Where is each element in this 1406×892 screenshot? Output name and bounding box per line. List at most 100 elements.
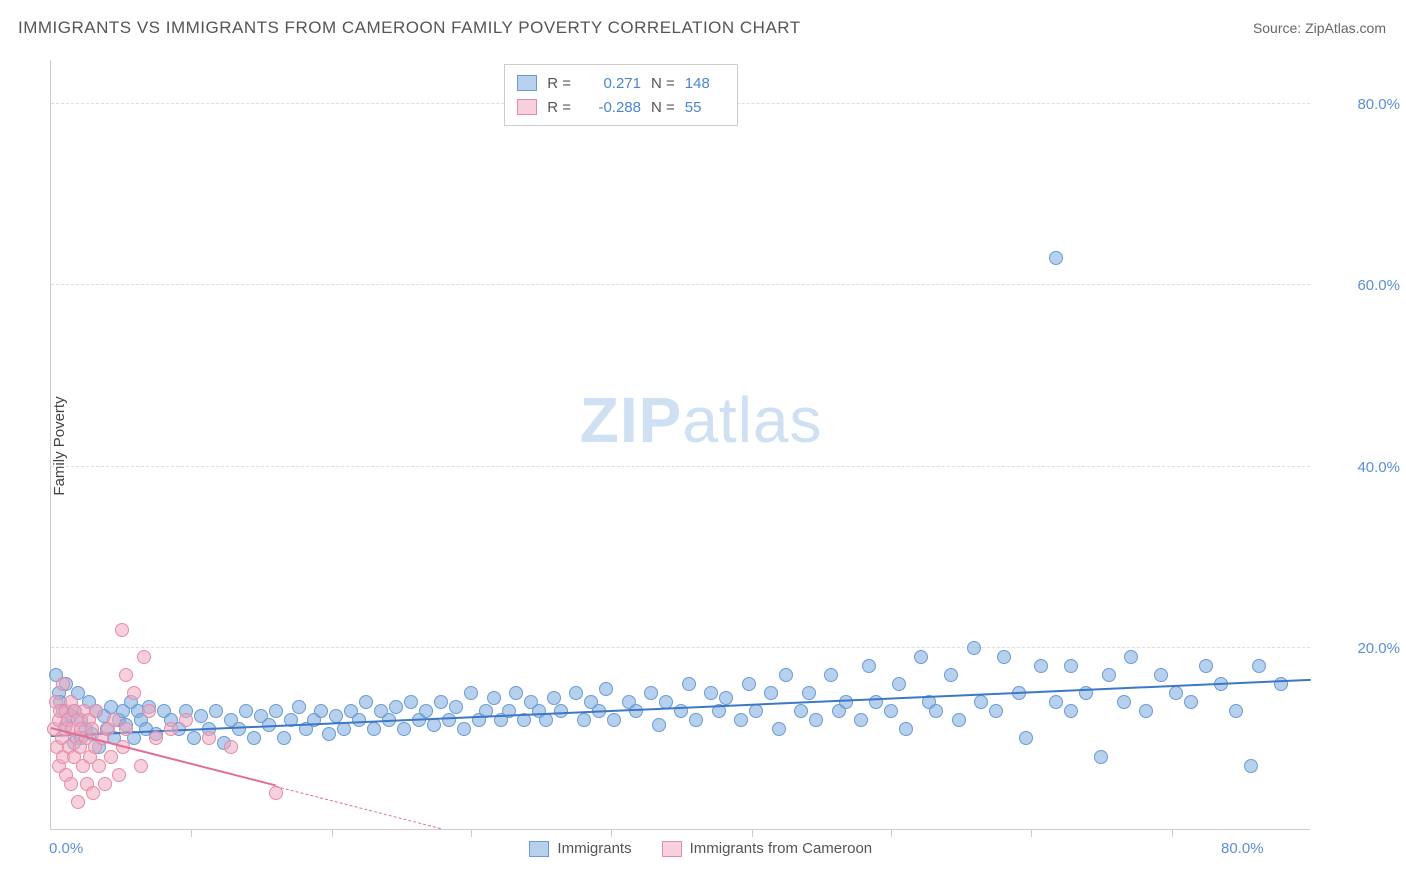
scatter-point-immigrants <box>209 704 223 718</box>
watermark: ZIPatlas <box>580 383 823 457</box>
scatter-point-cameroon <box>92 759 106 773</box>
scatter-point-immigrants <box>952 713 966 727</box>
scatter-point-immigrants <box>1064 659 1078 673</box>
scatter-point-cameroon <box>89 704 103 718</box>
n-value: 55 <box>685 99 725 116</box>
scatter-point-immigrants <box>1064 704 1078 718</box>
scatter-point-immigrants <box>419 704 433 718</box>
legend-item-immigrants: Immigrants <box>529 840 631 857</box>
scatter-point-immigrants <box>809 713 823 727</box>
scatter-point-immigrants <box>1124 650 1138 664</box>
scatter-point-immigrants <box>862 659 876 673</box>
scatter-point-immigrants <box>689 713 703 727</box>
scatter-point-cameroon <box>112 768 126 782</box>
scatter-point-cameroon <box>164 722 178 736</box>
scatter-point-immigrants <box>277 731 291 745</box>
scatter-point-cameroon <box>202 731 216 745</box>
x-tick <box>611 829 612 837</box>
scatter-point-cameroon <box>179 713 193 727</box>
y-tick-label: 80.0% <box>1320 96 1400 113</box>
legend-label: Immigrants from Cameroon <box>690 840 873 857</box>
scatter-point-immigrants <box>404 695 418 709</box>
scatter-point-immigrants <box>929 704 943 718</box>
scatter-point-immigrants <box>464 686 478 700</box>
scatter-point-immigrants <box>367 722 381 736</box>
stats-legend: R =0.271N =148R =-0.288N =55 <box>504 64 738 126</box>
scatter-point-cameroon <box>115 623 129 637</box>
scatter-point-immigrants <box>1184 695 1198 709</box>
scatter-point-cameroon <box>137 650 151 664</box>
scatter-point-immigrants <box>239 704 253 718</box>
scatter-point-immigrants <box>839 695 853 709</box>
scatter-point-immigrants <box>434 695 448 709</box>
scatter-point-immigrants <box>1034 659 1048 673</box>
scatter-point-immigrants <box>599 682 613 696</box>
scatter-point-immigrants <box>487 691 501 705</box>
scatter-point-immigrants <box>899 722 913 736</box>
scatter-point-immigrants <box>547 691 561 705</box>
scatter-point-cameroon <box>224 740 238 754</box>
scatter-point-cameroon <box>86 786 100 800</box>
scatter-point-immigrants <box>1139 704 1153 718</box>
scatter-point-immigrants <box>577 713 591 727</box>
scatter-point-cameroon <box>149 731 163 745</box>
scatter-point-immigrants <box>1154 668 1168 682</box>
scatter-point-immigrants <box>269 704 283 718</box>
scatter-point-immigrants <box>1094 750 1108 764</box>
scatter-point-immigrants <box>442 713 456 727</box>
scatter-point-immigrants <box>1117 695 1131 709</box>
scatter-point-immigrants <box>892 677 906 691</box>
scatter-point-immigrants <box>1049 695 1063 709</box>
x-tick-label: 0.0% <box>49 840 83 857</box>
scatter-point-immigrants <box>187 731 201 745</box>
n-value: 148 <box>685 75 725 92</box>
swatch-cameroon <box>662 841 682 857</box>
scatter-point-immigrants <box>247 731 261 745</box>
scatter-point-immigrants <box>802 686 816 700</box>
x-tick <box>891 829 892 837</box>
legend-item-cameroon: Immigrants from Cameroon <box>662 840 873 857</box>
scatter-point-immigrants <box>742 677 756 691</box>
scatter-point-immigrants <box>329 709 343 723</box>
scatter-point-immigrants <box>719 691 733 705</box>
scatter-point-cameroon <box>104 750 118 764</box>
r-value: -0.288 <box>581 99 641 116</box>
scatter-point-immigrants <box>749 704 763 718</box>
scatter-point-immigrants <box>944 668 958 682</box>
x-tick-label: 80.0% <box>1221 840 1264 857</box>
x-tick <box>752 829 753 837</box>
scatter-point-immigrants <box>457 722 471 736</box>
scatter-point-immigrants <box>322 727 336 741</box>
scatter-point-immigrants <box>449 700 463 714</box>
scatter-point-immigrants <box>967 641 981 655</box>
scatter-point-immigrants <box>359 695 373 709</box>
scatter-point-immigrants <box>914 650 928 664</box>
gridline <box>51 647 1310 648</box>
scatter-point-cameroon <box>127 686 141 700</box>
y-tick-label: 20.0% <box>1320 640 1400 657</box>
watermark-light: atlas <box>682 384 822 456</box>
gridline <box>51 466 1310 467</box>
source-label: Source: ZipAtlas.com <box>1253 20 1386 36</box>
scatter-point-immigrants <box>539 713 553 727</box>
scatter-point-immigrants <box>779 668 793 682</box>
plot-area: ZIPatlas 20.0%40.0%60.0%80.0%0.0%80.0%R … <box>50 60 1310 830</box>
x-tick <box>332 829 333 837</box>
scatter-point-immigrants <box>652 718 666 732</box>
scatter-point-cameroon <box>56 677 70 691</box>
scatter-point-immigrants <box>629 704 643 718</box>
scatter-point-immigrants <box>232 722 246 736</box>
x-tick <box>1031 829 1032 837</box>
chart-container: IMMIGRANTS VS IMMIGRANTS FROM CAMEROON F… <box>0 0 1406 892</box>
gridline <box>51 284 1310 285</box>
scatter-point-immigrants <box>509 686 523 700</box>
scatter-point-immigrants <box>1244 759 1258 773</box>
scatter-point-immigrants <box>1199 659 1213 673</box>
scatter-point-cameroon <box>98 777 112 791</box>
scatter-point-immigrants <box>794 704 808 718</box>
stats-row-cameroon: R =-0.288N =55 <box>517 95 725 119</box>
scatter-point-immigrants <box>1049 251 1063 265</box>
scatter-point-immigrants <box>314 704 328 718</box>
watermark-bold: ZIP <box>580 384 683 456</box>
r-label: R = <box>547 99 571 116</box>
